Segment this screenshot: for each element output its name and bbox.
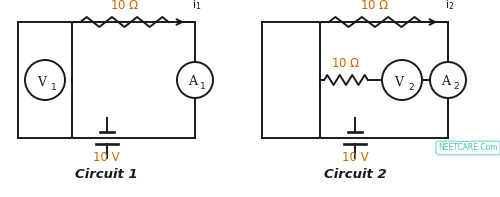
Circle shape — [430, 62, 466, 98]
Text: V: V — [394, 75, 404, 88]
Text: i$_1$: i$_1$ — [192, 0, 202, 12]
Text: i$_2$: i$_2$ — [446, 0, 454, 12]
Text: 2: 2 — [454, 82, 459, 91]
Circle shape — [25, 60, 65, 100]
Text: Circuit 2: Circuit 2 — [324, 168, 386, 181]
Text: 1: 1 — [200, 82, 206, 91]
Text: Circuit 1: Circuit 1 — [75, 168, 138, 181]
Circle shape — [177, 62, 213, 98]
Text: 1: 1 — [51, 83, 57, 91]
Text: 10 $\Omega$: 10 $\Omega$ — [110, 0, 139, 12]
Text: 10 $\Omega$: 10 $\Omega$ — [332, 57, 360, 70]
Text: A: A — [188, 75, 197, 88]
Text: NEETCARE.Com: NEETCARE.Com — [438, 143, 498, 152]
Text: 10 $\Omega$: 10 $\Omega$ — [360, 0, 390, 12]
Text: 10 V: 10 V — [342, 151, 368, 164]
Circle shape — [382, 60, 422, 100]
Text: 2: 2 — [408, 83, 414, 91]
Text: A: A — [441, 75, 450, 88]
Text: 10 V: 10 V — [93, 151, 120, 164]
Text: V: V — [38, 75, 46, 88]
